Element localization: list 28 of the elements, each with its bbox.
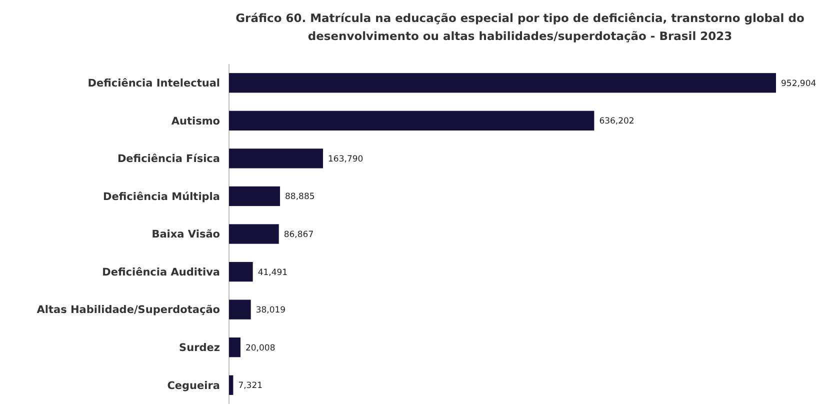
y-tick-label: Altas Habilidade/Superdotação <box>36 304 220 316</box>
data-label: 41,491 <box>258 268 288 278</box>
bar <box>229 262 253 282</box>
bar <box>229 300 251 320</box>
data-label: 636,202 <box>599 116 634 127</box>
data-label: 88,885 <box>285 192 315 202</box>
chart-title: Gráfico 60. Matrícula na educação especial por tipo de deficiência, transtorno global do desenvolvimento ou altas habilidades/superdotação - Brasil 2023 <box>236 11 804 43</box>
bar <box>229 186 280 206</box>
data-label: 20,008 <box>245 343 276 354</box>
data-label: 86,867 <box>284 230 314 240</box>
y-tick-label: Deficiência Física <box>117 153 220 166</box>
bar <box>229 338 240 358</box>
y-tick-label: Deficiência Intelectual <box>88 78 220 90</box>
y-tick-label: Autismo <box>171 115 220 128</box>
y-tick-label: Surdez <box>179 342 220 354</box>
data-label: 38,019 <box>256 306 286 316</box>
bar <box>229 148 324 168</box>
bar <box>229 224 279 244</box>
y-tick-label: Deficiência Auditiva <box>102 266 220 278</box>
data-label: 163,790 <box>328 154 364 164</box>
bar <box>229 110 594 130</box>
y-tick-label: Cegueira <box>167 380 220 392</box>
data-label: 952,904 <box>781 78 816 89</box>
data-label: 7,321 <box>238 381 263 392</box>
bar <box>229 73 776 93</box>
y-tick-label: Deficiência Múltipla <box>103 190 220 203</box>
bar <box>229 375 234 395</box>
y-tick-label: Baixa Visão <box>152 228 220 241</box>
